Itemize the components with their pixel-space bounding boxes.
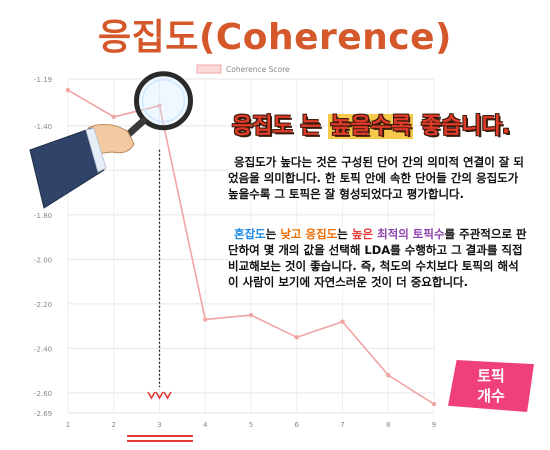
x-tick-label: 8 — [386, 421, 390, 429]
x-tick-label: 2 — [112, 421, 116, 429]
x-tick-label: 7 — [340, 421, 344, 429]
page-title: 응집도(Coherence) — [97, 17, 453, 58]
sleeve-icon — [29, 127, 105, 209]
x-tick-label: 4 — [203, 421, 208, 429]
badge-line-2: 개수 — [477, 387, 505, 405]
y-tick-label: -2.00 — [34, 256, 52, 264]
explanation-paragraph-1: 응집도가 높다는 것은 구성된 단어 간의 의미적 연결이 잘 되었음을 의미합… — [228, 154, 528, 202]
legend-swatch — [196, 64, 222, 74]
highlight-arrow — [163, 391, 172, 400]
magnifier-lens-icon — [134, 71, 193, 131]
x-tick-label: 6 — [295, 421, 300, 429]
y-tick-label: -2.60 — [34, 390, 52, 398]
highlight-arrow — [155, 391, 164, 400]
keyword-high: 높은 — [351, 227, 374, 241]
text-segment: 를 주관적으로 판단하여 몇 개의 값을 선택해 LDA를 수행하고 그 결과를… — [228, 227, 527, 289]
text-segment: 는 — [337, 227, 352, 241]
legend-label: Coherence Score — [226, 65, 290, 74]
magnifier-lens-highlight-icon — [141, 78, 186, 123]
data-point — [431, 401, 437, 407]
data-point — [248, 312, 254, 318]
keyword-coherence: 응집도 — [305, 227, 338, 241]
data-point — [386, 372, 391, 378]
topic-count-badge: 토픽 개수 — [448, 360, 534, 412]
headline: 응집도 는 높을수록 좋습니다. — [232, 108, 510, 140]
data-point — [65, 87, 71, 93]
headline-coherence: 응집도 — [232, 114, 293, 139]
explanation-paragraph-2: 혼잡도는 낮고 응집도는 높은 최적의 토픽수를 주관적으로 판단하여 몇 개의… — [228, 226, 528, 290]
keyword-perplexity: 혼잡도 — [234, 227, 266, 241]
text-segment: 는 — [265, 227, 281, 241]
data-point — [294, 335, 299, 340]
y-tick-label: -1.40 — [34, 123, 52, 131]
x-tick-label: 1 — [66, 421, 70, 429]
x-tick-label: 5 — [249, 421, 253, 429]
y-tick-label: -1.80 — [34, 212, 52, 220]
badge-line-1: 토픽 — [477, 367, 505, 385]
keyword-low: 낮고 — [280, 227, 302, 241]
y-tick-label: -2.69 — [34, 410, 52, 418]
y-tick-label: -2.40 — [34, 345, 52, 353]
highlight-arrow — [147, 391, 156, 400]
headline-better: 좋습니다. — [420, 114, 511, 139]
y-tick-label: -2.20 — [34, 301, 52, 309]
x-tick-label: 3 — [157, 421, 161, 429]
y-tick-label: -1.19 — [34, 76, 52, 84]
headline-particle: 는 — [300, 114, 321, 139]
cuff-icon — [85, 127, 107, 173]
data-point — [340, 319, 345, 324]
data-point — [111, 114, 116, 120]
data-point — [203, 317, 208, 322]
x-tick-label: 9 — [432, 421, 436, 429]
data-point — [157, 103, 162, 108]
headline-higher: 높을수록 — [328, 114, 414, 139]
keyword-optimal-topics: 최적의 토픽수 — [377, 227, 445, 241]
